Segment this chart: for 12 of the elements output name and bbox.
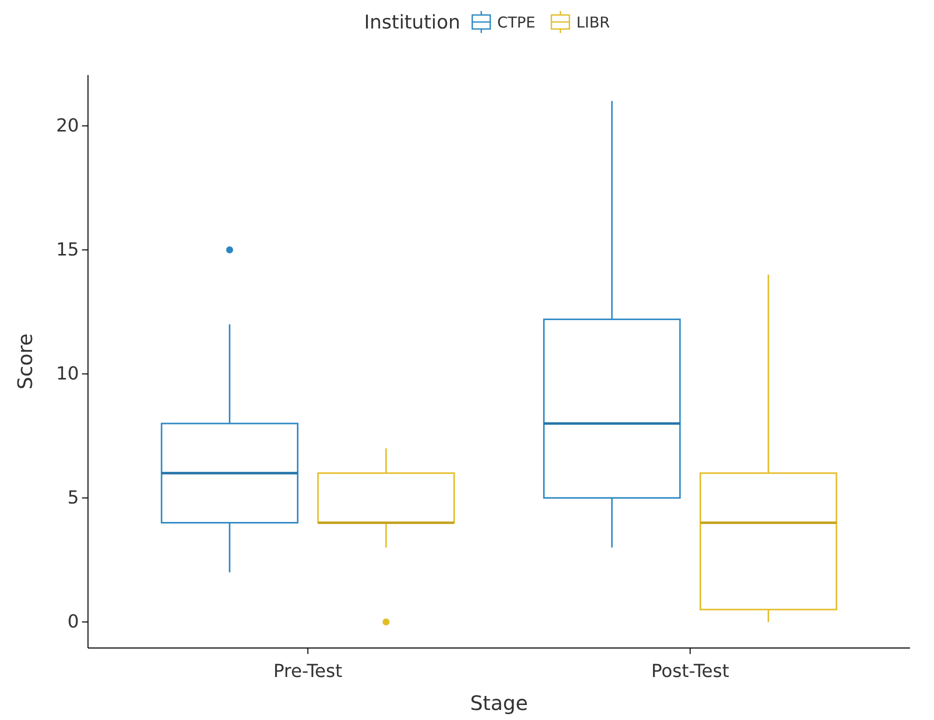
y-axis-title: Score — [13, 333, 37, 390]
legend-label: LIBR — [576, 13, 610, 32]
y-tick-label: 20 — [56, 116, 79, 137]
y-tick-label: 5 — [68, 488, 79, 509]
x-axis-title: Stage — [470, 691, 528, 715]
y-tick-label: 0 — [68, 612, 79, 633]
legend-label: CTPE — [497, 13, 536, 32]
y-tick-label: 10 — [56, 364, 79, 385]
y-tick-label: 15 — [56, 240, 79, 261]
x-tick-label: Pre-Test — [273, 660, 342, 682]
x-tick-label: Post-Test — [651, 660, 730, 682]
legend-title: Institution — [364, 12, 460, 34]
